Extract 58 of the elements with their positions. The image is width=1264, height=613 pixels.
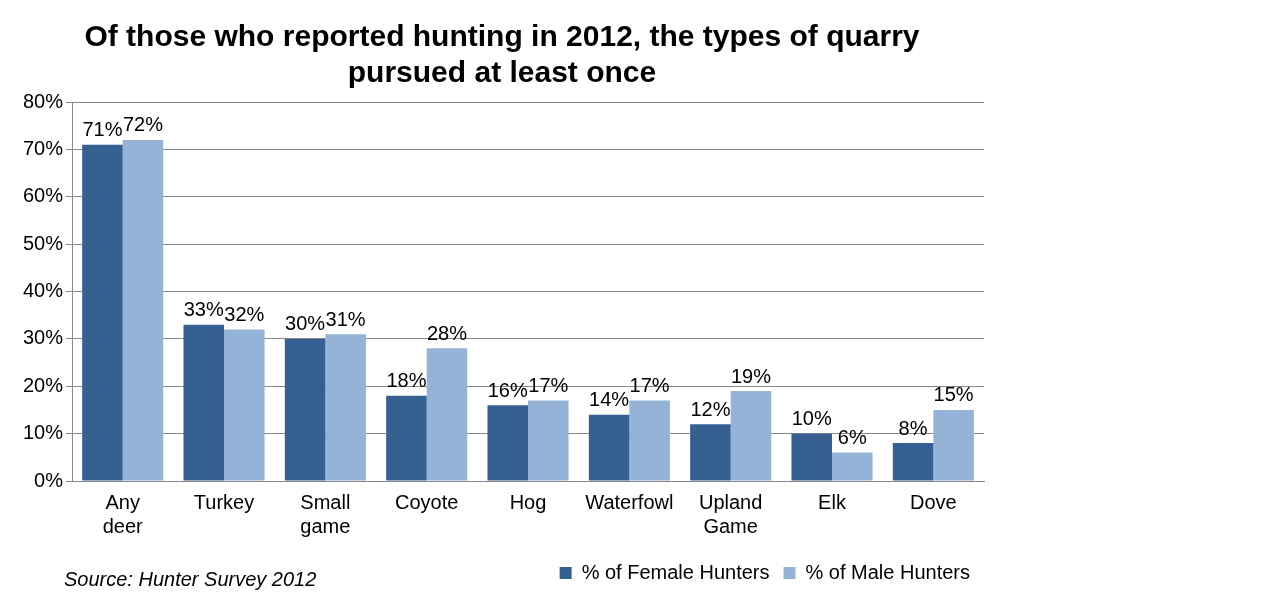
y-tick-label: 40% [23,279,64,302]
bar [933,409,974,481]
data-label: 12% [690,397,731,420]
data-label: 72% [122,113,164,136]
x-tick-label: Elk [818,490,847,513]
x-tick-label: Any deer [102,490,144,537]
bar [426,348,468,481]
data-label: 17% [629,373,670,396]
x-tick-label: Coyote [395,490,459,513]
x-tick-label: Hog [509,490,547,513]
bar [629,400,670,481]
bar [892,443,934,481]
data-label: 16% [487,378,528,401]
data-label: 19% [730,364,772,387]
y-tick-label: 0% [34,468,64,491]
data-label: 31% [325,307,366,330]
bar [730,390,772,481]
x-tick-label: Small game [300,490,351,537]
x-tick-label: Upland Game [698,490,763,537]
bar [224,329,265,481]
x-tick-label: Waterfowl [585,490,674,513]
y-tick-label: 30% [23,326,64,349]
bar [386,395,427,481]
data-label: 15% [933,383,974,406]
bar [284,338,326,481]
data-label: 14% [589,388,630,411]
y-tick-label: 80% [23,89,64,112]
y-tick-label: 10% [23,421,64,444]
x-tick-label: Dove [909,490,957,513]
legend-label: % of Male Hunters [805,560,970,583]
bar [183,324,225,481]
data-label: 18% [386,369,427,392]
bar [528,400,569,481]
y-tick-label: 70% [23,136,64,159]
x-tick-label: Turkey [193,490,255,513]
bar [690,424,731,481]
data-label: 28% [426,321,468,344]
data-label: 71% [82,118,123,141]
bar [82,144,123,481]
bar [588,414,630,481]
data-label: 33% [183,298,224,321]
data-label: 32% [224,302,265,325]
y-tick-label: 50% [23,231,64,254]
bar [122,139,164,481]
bar [325,334,366,481]
bar [487,405,529,481]
bar [791,433,833,481]
data-label: 6% [837,426,867,449]
legend-label: % of Female Hunters [581,560,770,583]
data-label: 8% [898,416,928,439]
data-label: 10% [791,407,832,430]
bar [832,452,873,481]
chart-title: Of those who reported hunting in 2012, the types of quarry pursued at least once [84,19,920,89]
y-tick-label: 20% [23,373,64,396]
y-tick-label: 60% [23,184,64,207]
data-label: 17% [528,373,569,396]
source-note: Source: Hunter Survey 2012 [64,567,317,590]
data-label: 30% [285,312,326,335]
